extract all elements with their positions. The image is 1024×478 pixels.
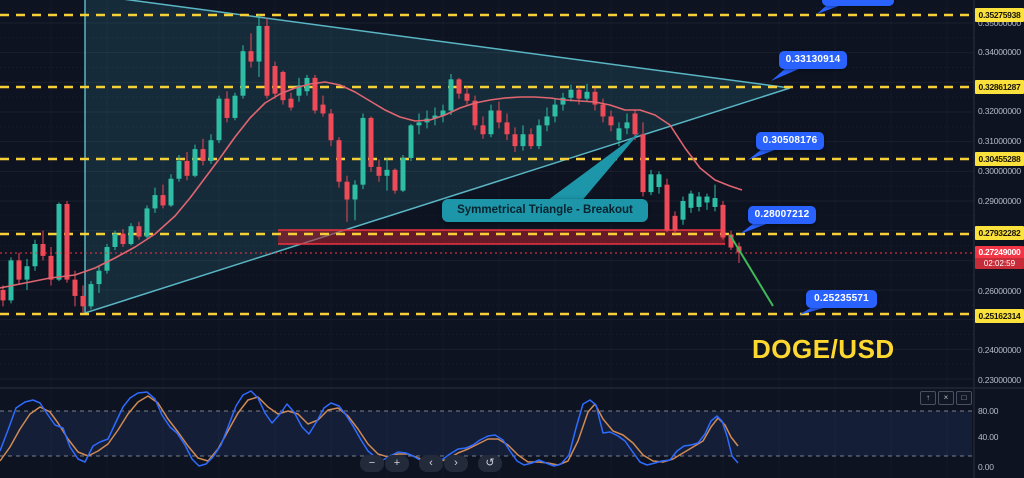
scroll-right-button[interactable]: › — [444, 455, 468, 472]
breakout-zone — [278, 229, 725, 245]
axis-price-label: 0.32000000 — [978, 106, 1021, 116]
axis-price-label: 0.35000000 — [978, 18, 1021, 28]
pane-move-up-icon[interactable]: ↑ — [920, 391, 936, 405]
axis-oscillator-label: 80.00 — [978, 406, 999, 416]
zoom-group: − + — [360, 455, 409, 472]
axis-price-label: 0.34000000 — [978, 47, 1021, 57]
zoom-in-button[interactable]: + — [385, 455, 409, 472]
stochastic-pane — [0, 410, 972, 457]
axis-price-label: 0.31000000 — [978, 136, 1021, 146]
scroll-group: ‹ › — [419, 455, 468, 472]
price-callout-partial[interactable] — [822, 0, 894, 6]
last-price-tag[interactable]: 0.27249000 02:02:59 — [975, 246, 1024, 269]
price-callout-label[interactable]: 0.28007212 — [748, 206, 816, 224]
last-price-value: 0.27249000 — [978, 247, 1021, 257]
price-callout-label[interactable]: 0.33130914 — [779, 51, 847, 69]
pane-maximize-icon[interactable]: □ — [956, 391, 972, 405]
reset-chart-button[interactable]: ↺ — [478, 455, 502, 472]
callout-tails — [544, 4, 844, 315]
axis-price-label: 0.23000000 — [978, 375, 1021, 385]
axis-price-label: 0.24000000 — [978, 345, 1021, 355]
key-level-price-tag[interactable]: 0.25162314 — [975, 309, 1024, 323]
axis-price-label: 0.29000000 — [978, 196, 1021, 206]
axis-oscillator-label: 0.00 — [978, 462, 994, 472]
scroll-left-button[interactable]: ‹ — [419, 455, 443, 472]
oscillator-pane-controls: ↑ × □ — [920, 391, 972, 405]
symbol-watermark: DOGE/USD — [752, 334, 895, 364]
key-level-price-tag[interactable]: 0.30455288 — [975, 152, 1024, 166]
key-level-price-tag[interactable]: 0.32861287 — [975, 80, 1024, 94]
key-level-price-tag[interactable]: 0.35275938 — [975, 8, 1024, 22]
moving-average-line — [0, 81, 743, 289]
breakout-projection-line — [729, 234, 774, 307]
axis-oscillator-label: 40.00 — [978, 432, 999, 442]
candles — [0, 14, 742, 313]
axis-price-label: 0.30000000 — [978, 166, 1021, 176]
price-callout-label[interactable]: 0.25235571 — [806, 290, 877, 308]
key-level-price-tag[interactable]: 0.27932282 — [975, 226, 1024, 240]
chart-navigation-toolbar: − + ‹ › ↺ — [360, 455, 502, 472]
pattern-annotation-label[interactable]: Symmetrical Triangle - Breakout — [442, 199, 648, 222]
price-callout-label[interactable]: 0.30508176 — [756, 132, 824, 150]
pane-close-icon[interactable]: × — [938, 391, 954, 405]
bar-countdown-timer: 02:02:59 — [975, 258, 1024, 269]
axis-price-label: 0.26000000 — [978, 286, 1021, 296]
key-level-lines — [0, 13, 974, 316]
zoom-out-button[interactable]: − — [360, 455, 384, 472]
